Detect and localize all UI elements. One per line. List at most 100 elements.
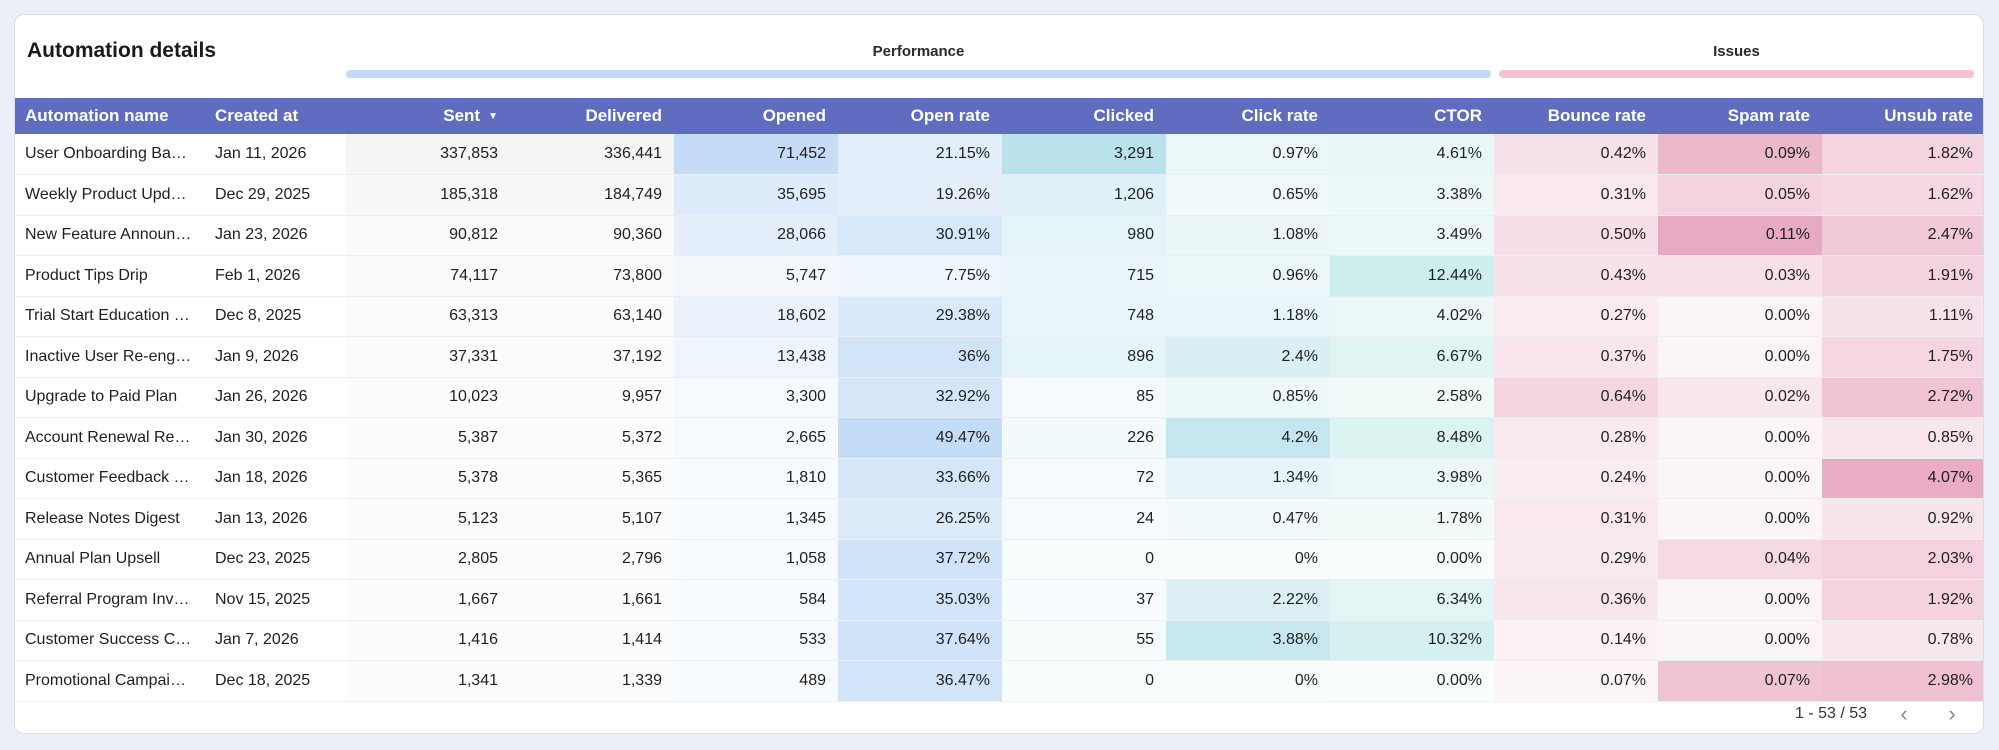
cell-open-rate: 7.75% [838,255,1002,297]
cell-name: New Feature Announ… [15,215,205,256]
table-row[interactable]: Upgrade to Paid Plan Jan 26, 2026 10,023 9,… [15,377,1983,418]
cell-sent: 5,378 [346,458,510,499]
cell-delivered: 63,140 [510,296,674,337]
cell-name: Upgrade to Paid Plan [15,377,205,418]
cell-ctor: 0.00% [1330,539,1494,580]
cell-created: Dec 29, 2025 [205,174,346,216]
cell-delivered: 5,372 [510,417,674,459]
col-header-created[interactable]: Created at [205,98,346,134]
col-header-open-rate[interactable]: Open rate [838,98,1002,134]
cell-spam-rate: 0.00% [1658,498,1822,540]
col-header-opened[interactable]: Opened [674,98,838,134]
col-header-name[interactable]: Automation name [15,98,205,134]
cell-spam-rate: 0.00% [1658,417,1822,459]
cell-opened: 489 [674,660,838,702]
cell-click-rate: 0% [1166,539,1330,580]
cell-created: Jan 7, 2026 [205,620,346,661]
cell-name: Account Renewal Re… [15,417,205,459]
cell-click-rate: 2.22% [1166,579,1330,621]
col-header-click-rate[interactable]: Click rate [1166,98,1330,134]
cell-clicked: 980 [1002,215,1166,256]
cell-open-rate: 19.26% [838,174,1002,216]
table-row[interactable]: Annual Plan Upsell Dec 23, 2025 2,805 2,796… [15,539,1983,580]
table-row[interactable]: Promotional Campai… Dec 18, 2025 1,341 1,33… [15,660,1983,702]
group-header-issues: Issues [1499,43,1974,78]
cell-spam-rate: 0.05% [1658,174,1822,216]
cell-click-rate: 0.96% [1166,255,1330,297]
cell-opened: 2,665 [674,417,838,459]
table-title: Automation details [27,39,217,62]
col-header-clicked[interactable]: Clicked [1002,98,1166,134]
table-row[interactable]: Customer Success C… Jan 7, 2026 1,416 1,414… [15,620,1983,661]
col-header-bounce-rate[interactable]: Bounce rate [1494,98,1658,134]
cell-spam-rate: 0.09% [1658,134,1822,175]
table-row[interactable]: Release Notes Digest Jan 13, 2026 5,123 5,1… [15,498,1983,540]
col-header-spam-rate[interactable]: Spam rate [1658,98,1822,134]
cell-ctor: 3.98% [1330,458,1494,499]
cell-ctor: 12.44% [1330,255,1494,297]
cell-created: Jan 9, 2026 [205,336,346,378]
cell-sent: 63,313 [346,296,510,337]
table-row[interactable]: Customer Feedback … Jan 18, 2026 5,378 5,36… [15,458,1983,499]
cell-bounce-rate: 0.43% [1494,255,1658,297]
cell-clicked: 85 [1002,377,1166,418]
cell-delivered: 9,957 [510,377,674,418]
table-row[interactable]: Referral Program Invi… Nov 15, 2025 1,667 1… [15,579,1983,621]
cell-name: Product Tips Drip [15,255,205,297]
col-header-unsub-rate[interactable]: Unsub rate [1822,98,1983,134]
cell-opened: 1,345 [674,498,838,540]
cell-unsub-rate: 4.07% [1822,458,1983,499]
cell-bounce-rate: 0.42% [1494,134,1658,175]
cell-click-rate: 2.4% [1166,336,1330,378]
cell-bounce-rate: 0.31% [1494,174,1658,216]
cell-clicked: 24 [1002,498,1166,540]
group-header-performance: Performance [346,43,1491,78]
cell-bounce-rate: 0.36% [1494,579,1658,621]
col-header-ctor[interactable]: CTOR [1330,98,1494,134]
cell-unsub-rate: 1.11% [1822,296,1983,337]
cell-clicked: 226 [1002,417,1166,459]
table-row[interactable]: Account Renewal Re… Jan 30, 2026 5,387 5,37… [15,417,1983,459]
cell-sent: 5,123 [346,498,510,540]
cell-opened: 18,602 [674,296,838,337]
cell-name: Annual Plan Upsell [15,539,205,580]
table-row[interactable]: Product Tips Drip Feb 1, 2026 74,117 73,800… [15,255,1983,297]
chevron-left-icon[interactable]: ‹ [1900,701,1908,726]
table-row[interactable]: Weekly Product Upd… Dec 29, 2025 185,318 18… [15,174,1983,216]
cell-name: Promotional Campai… [15,660,205,702]
cell-unsub-rate: 1.75% [1822,336,1983,378]
cell-opened: 533 [674,620,838,661]
table-row[interactable]: User Onboarding Bas… Jan 11, 2026 337,853 3… [15,134,1983,175]
cell-unsub-rate: 2.72% [1822,377,1983,418]
cell-bounce-rate: 0.64% [1494,377,1658,418]
cell-unsub-rate: 2.47% [1822,215,1983,256]
cell-created: Nov 15, 2025 [205,579,346,621]
cell-ctor: 1.78% [1330,498,1494,540]
cell-ctor: 3.38% [1330,174,1494,216]
cell-opened: 28,066 [674,215,838,256]
cell-clicked: 37 [1002,579,1166,621]
cell-spam-rate: 0.00% [1658,296,1822,337]
cell-created: Jan 26, 2026 [205,377,346,418]
cell-unsub-rate: 1.92% [1822,579,1983,621]
cell-click-rate: 0% [1166,660,1330,702]
cell-sent: 1,667 [346,579,510,621]
cell-ctor: 0.00% [1330,660,1494,702]
cell-spam-rate: 0.03% [1658,255,1822,297]
chevron-right-icon[interactable]: › [1948,701,1956,726]
col-header-sent[interactable]: Sent ▼ [346,98,510,134]
cell-click-rate: 1.34% [1166,458,1330,499]
cell-spam-rate: 0.00% [1658,620,1822,661]
col-header-delivered[interactable]: Delivered [510,98,674,134]
cell-bounce-rate: 0.31% [1494,498,1658,540]
table-row[interactable]: New Feature Announ… Jan 23, 2026 90,812 90,… [15,215,1983,256]
cell-unsub-rate: 2.98% [1822,660,1983,702]
cell-open-rate: 33.66% [838,458,1002,499]
table-row[interactable]: Inactive User Re-eng… Jan 9, 2026 37,331 37… [15,336,1983,378]
cell-name: Trial Start Education … [15,296,205,337]
cell-clicked: 1,206 [1002,174,1166,216]
cell-delivered: 90,360 [510,215,674,256]
table-row[interactable]: Trial Start Education … Dec 8, 2025 63,313… [15,296,1983,337]
cell-clicked: 748 [1002,296,1166,337]
cell-opened: 35,695 [674,174,838,216]
